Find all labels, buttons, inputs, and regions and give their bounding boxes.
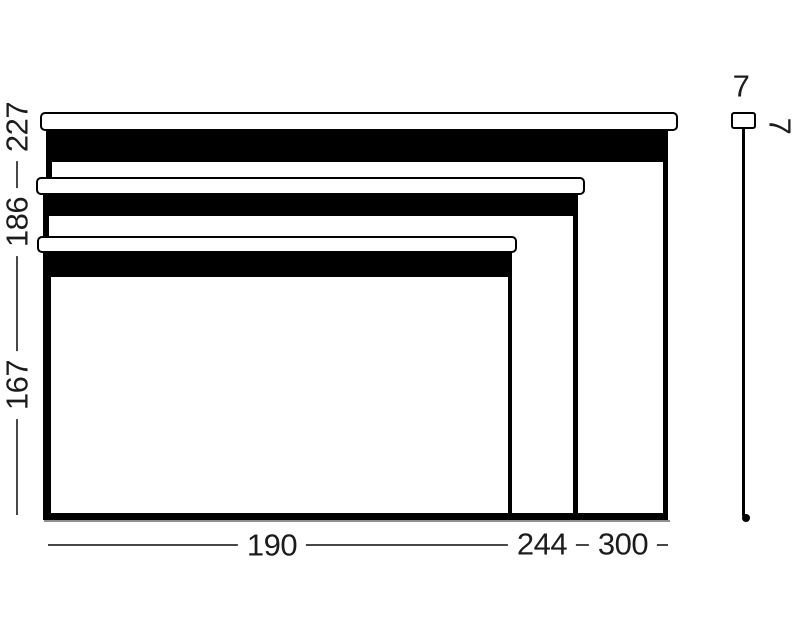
screen-190-top-band	[51, 252, 508, 277]
screen-300-width-label: 300	[588, 527, 658, 561]
screen-300-height-label: 227	[0, 92, 35, 162]
screen-190-fabric	[44, 252, 512, 520]
side-view-end-dot	[742, 514, 750, 522]
screen-190-height-label: 167	[0, 350, 35, 420]
side-view-depth-label: 7	[763, 113, 798, 139]
screen-300-housing	[40, 112, 678, 131]
height-dimension-line	[16, 100, 18, 515]
width-dimension-line	[48, 544, 668, 546]
screen-300-top-band	[52, 129, 663, 162]
side-view-housing	[731, 112, 756, 129]
screen-244-housing	[36, 177, 585, 195]
bottom-bar-shadow-line	[44, 520, 670, 522]
screen-244-top-band	[49, 194, 573, 216]
side-view-width-label: 7	[728, 69, 754, 103]
screen-190-housing	[37, 236, 517, 253]
screen-244-height-label: 186	[0, 187, 35, 257]
screen-190-width-label: 190	[237, 528, 307, 562]
side-view-fabric-line	[742, 128, 745, 516]
screen-244-width-label: 244	[507, 527, 577, 561]
